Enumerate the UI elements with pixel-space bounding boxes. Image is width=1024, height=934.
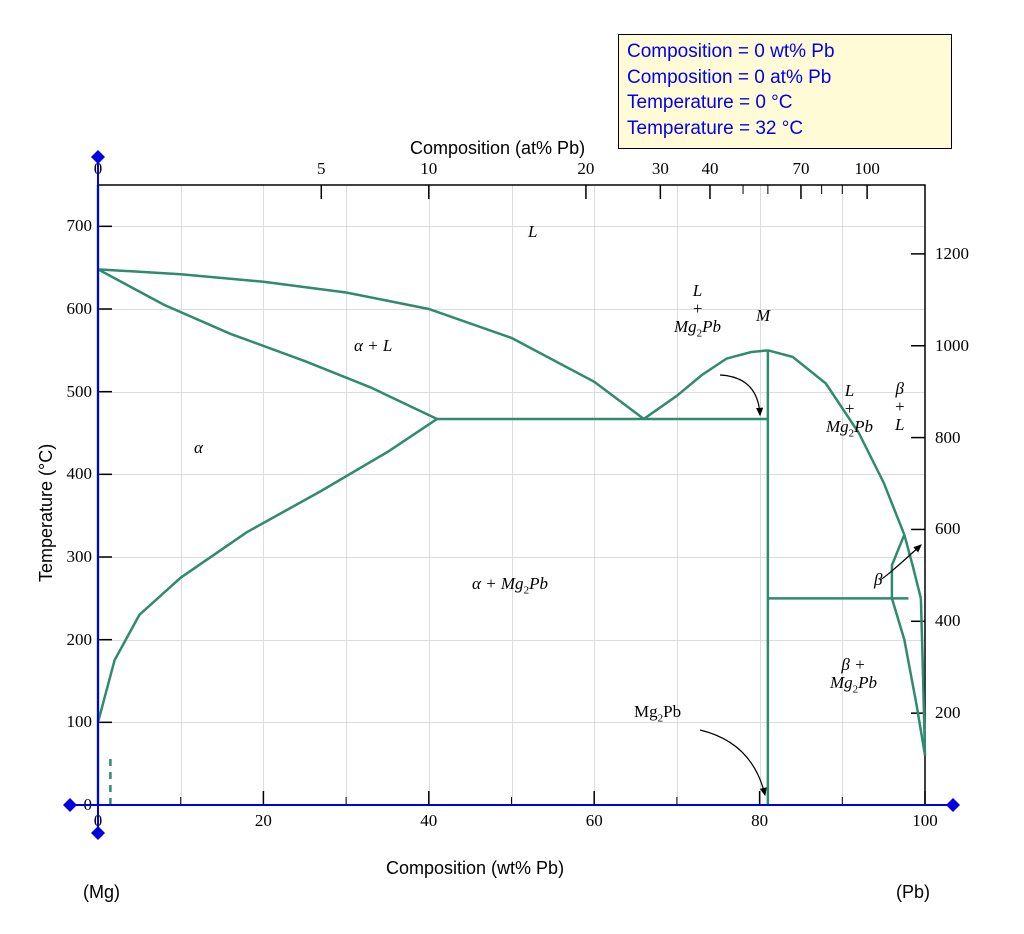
phase-region-label: L+Mg2Pb — [674, 282, 721, 340]
readout-line-1: Composition = 0 at% Pb — [627, 65, 943, 91]
phase-region-label: Mg2Pb — [634, 702, 681, 724]
axis-handle-diamond[interactable] — [946, 798, 960, 812]
axis-handle-diamond[interactable] — [91, 826, 105, 840]
readout-line-0: Composition = 0 wt% Pb — [627, 39, 943, 65]
phase-region-label: α + Mg2Pb — [472, 574, 548, 596]
phase-region-label: β +Mg2Pb — [830, 656, 877, 696]
readout-line-3: Temperature = 32 °C — [627, 116, 943, 142]
axis-handle-diamond[interactable] — [63, 798, 77, 812]
page-stage: Composition = 0 wt% Pb Composition = 0 a… — [0, 0, 1024, 934]
phase-region-label: L+Mg2Pb — [826, 382, 873, 440]
phase-region-label: α — [194, 438, 203, 458]
readout-line-2: Temperature = 0 °C — [627, 90, 943, 116]
axis-handle-diamond[interactable] — [91, 150, 105, 164]
phase-region-label: α + L — [354, 336, 392, 356]
phase-region-label: β+L — [894, 380, 905, 434]
readout-infobox: Composition = 0 wt% Pb Composition = 0 a… — [618, 34, 952, 149]
phase-region-label: M — [756, 306, 770, 326]
phase-region-label: L — [528, 222, 537, 242]
phase-region-label: β — [874, 570, 882, 590]
